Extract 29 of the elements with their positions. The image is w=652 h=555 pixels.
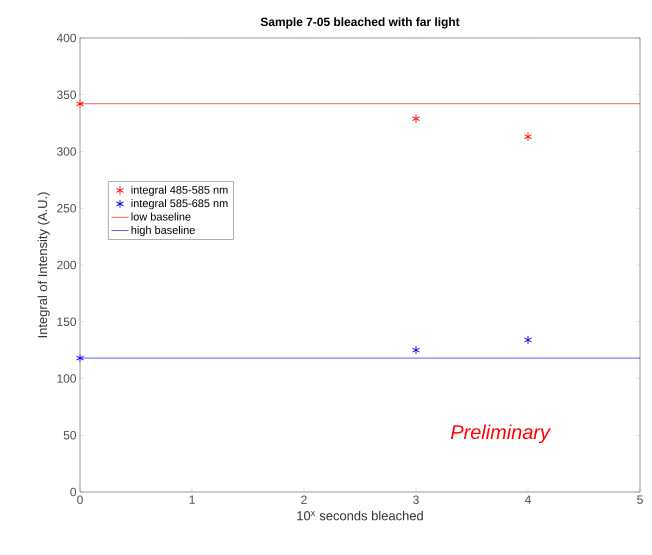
chart-title: Sample 7-05 bleached with far light: [260, 17, 460, 28]
x-tick-label: 0: [77, 496, 83, 504]
point: [412, 346, 420, 355]
legend-label: high baseline: [132, 226, 195, 236]
annotation: Preliminary: [450, 424, 551, 444]
point: [76, 354, 84, 363]
point: [412, 114, 420, 124]
x-axis-title: 10$^{x}$ seconds bleached: [297, 510, 423, 520]
y-tick-label: 300: [56, 147, 76, 156]
x-tick-label: 4: [524, 496, 531, 504]
x-tick-label: 5: [637, 496, 643, 504]
x-tick-label: 2: [301, 496, 307, 504]
legend-label: integral 585-685 nm: [132, 199, 228, 210]
y-tick-label: 0: [70, 488, 76, 496]
point: [524, 335, 532, 344]
x-tick-label: 3: [413, 496, 419, 504]
y-tick-label: 400: [56, 34, 76, 42]
y-tick-label: 150: [57, 318, 76, 326]
legend-label: integral 485-585 nm: [132, 186, 228, 196]
x-tick-label: 1: [190, 496, 195, 504]
point: [524, 132, 532, 142]
y-tick-label: 50: [64, 431, 76, 440]
point: [76, 99, 84, 108]
y-tick-label: 250: [57, 204, 76, 212]
y-axis-title: Integral of Intensity (A.U.): [38, 192, 50, 338]
legend-label: low baseline: [132, 212, 191, 221]
y-tick-label: 200: [57, 260, 76, 270]
y-tick-label: 100: [57, 374, 76, 383]
y-tick-label: 350: [56, 90, 76, 99]
